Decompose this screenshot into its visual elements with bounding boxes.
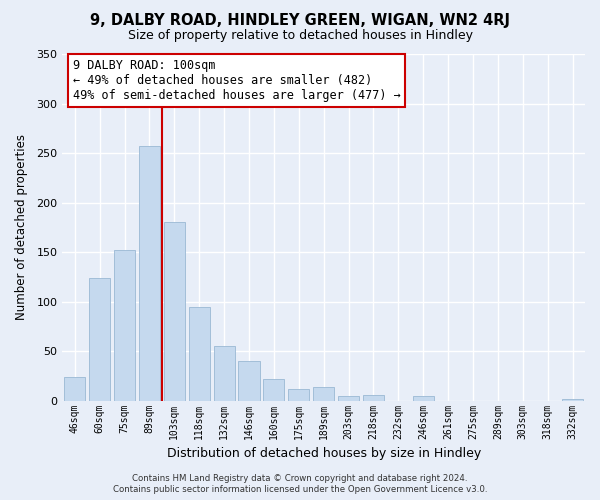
Bar (238, 361, 260, 401)
Bar (263, 379, 284, 400)
Bar (413, 396, 434, 400)
Bar (64, 377, 85, 400)
Text: Contains HM Land Registry data © Crown copyright and database right 2024.
Contai: Contains HM Land Registry data © Crown c… (113, 474, 487, 494)
Text: Size of property relative to detached houses in Hindley: Size of property relative to detached ho… (128, 29, 473, 42)
Bar (288, 389, 310, 400)
X-axis label: Distribution of detached houses by size in Hindley: Distribution of detached houses by size … (167, 447, 481, 460)
Bar (338, 396, 359, 400)
Text: 9, DALBY ROAD, HINDLEY GREEN, WIGAN, WN2 4RJ: 9, DALBY ROAD, HINDLEY GREEN, WIGAN, WN2… (90, 12, 510, 28)
Bar (363, 394, 384, 400)
Bar (562, 398, 583, 400)
Text: 9 DALBY ROAD: 100sqm
← 49% of detached houses are smaller (482)
49% of semi-deta: 9 DALBY ROAD: 100sqm ← 49% of detached h… (73, 59, 401, 102)
Bar (188, 306, 210, 400)
Bar (164, 222, 185, 400)
Bar (214, 346, 235, 401)
Bar (313, 387, 334, 400)
Bar (114, 250, 135, 400)
Bar (89, 278, 110, 400)
Bar (139, 146, 160, 401)
Y-axis label: Number of detached properties: Number of detached properties (15, 134, 28, 320)
